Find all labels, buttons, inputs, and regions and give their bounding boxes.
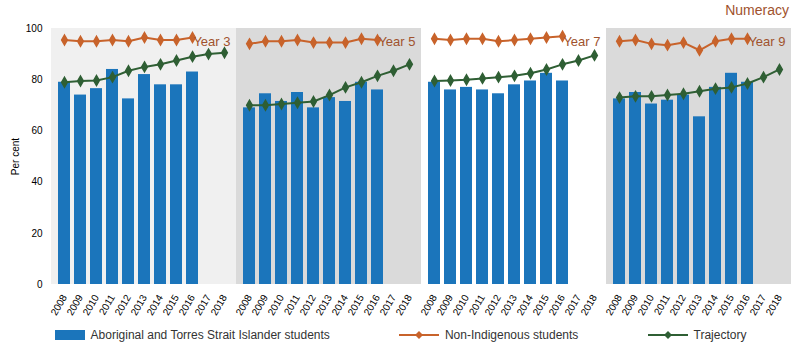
svg-text:2018: 2018 — [578, 292, 599, 317]
svg-text:2014: 2014 — [514, 292, 535, 318]
svg-text:2008: 2008 — [418, 292, 439, 318]
svg-text:2017: 2017 — [192, 292, 213, 318]
svg-text:2012: 2012 — [112, 292, 133, 318]
svg-text:2017: 2017 — [377, 292, 398, 318]
svg-text:2014: 2014 — [329, 292, 350, 318]
svg-text:2012: 2012 — [482, 292, 503, 318]
svg-text:2009: 2009 — [619, 292, 640, 318]
svg-text:2016: 2016 — [361, 292, 382, 318]
svg-text:2013: 2013 — [128, 292, 149, 318]
svg-text:2009: 2009 — [434, 292, 455, 318]
svg-text:2011: 2011 — [466, 292, 487, 317]
svg-text:2010: 2010 — [80, 292, 101, 317]
html-text:Numeracy: Numeracy — [725, 2, 789, 18]
svg-text:20: 20 — [31, 228, 43, 239]
html-text:Trajectory: Trajectory — [693, 328, 747, 342]
svg-text:2016: 2016 — [546, 292, 567, 318]
svg-text:Year 3: Year 3 — [193, 34, 230, 49]
svg-text:Year 7: Year 7 — [563, 34, 600, 49]
svg-text:2010: 2010 — [450, 292, 471, 317]
svg-text:2008: 2008 — [48, 292, 69, 318]
svg-text:2015: 2015 — [715, 292, 736, 318]
svg-text:Year 5: Year 5 — [378, 34, 415, 49]
svg-text:60: 60 — [31, 125, 43, 136]
svg-text:2018: 2018 — [208, 292, 229, 317]
svg-text:2015: 2015 — [530, 292, 551, 318]
svg-text:2011: 2011 — [96, 292, 117, 317]
svg-text:2009: 2009 — [64, 292, 85, 318]
svg-text:2018: 2018 — [393, 292, 414, 317]
svg-text:2017: 2017 — [562, 292, 583, 318]
svg-text:Year 9: Year 9 — [748, 34, 785, 49]
svg-text:Per cent: Per cent — [10, 138, 21, 175]
svg-text:100: 100 — [26, 23, 43, 34]
svg-text:2008: 2008 — [603, 292, 624, 318]
svg-text:2009: 2009 — [249, 292, 270, 318]
html-text:Aboriginal and Torres Strait I: Aboriginal and Torres Strait Islander st… — [90, 328, 330, 342]
svg-text:2012: 2012 — [297, 292, 318, 318]
svg-text:2010: 2010 — [635, 292, 656, 317]
svg-text:2011: 2011 — [281, 292, 302, 317]
svg-text:2008: 2008 — [233, 292, 254, 318]
svg-text:2014: 2014 — [699, 292, 720, 318]
html-text:Non-Indigenous students: Non-Indigenous students — [444, 328, 579, 342]
svg-text:2013: 2013 — [313, 292, 334, 318]
svg-text:2018: 2018 — [763, 292, 784, 317]
svg-text:2017: 2017 — [747, 292, 768, 318]
svg-text:0: 0 — [37, 279, 43, 290]
svg-text:2014: 2014 — [144, 292, 165, 318]
svg-text:2012: 2012 — [667, 292, 688, 318]
svg-text:2015: 2015 — [345, 292, 366, 318]
svg-text:2011: 2011 — [651, 292, 672, 317]
svg-text:40: 40 — [31, 176, 43, 187]
svg-text:2013: 2013 — [498, 292, 519, 318]
svg-text:2016: 2016 — [731, 292, 752, 318]
svg-text:2015: 2015 — [160, 292, 181, 318]
svg-text:80: 80 — [31, 74, 43, 85]
svg-text:2013: 2013 — [683, 292, 704, 318]
svg-text:2010: 2010 — [265, 292, 286, 317]
svg-text:2016: 2016 — [176, 292, 197, 318]
